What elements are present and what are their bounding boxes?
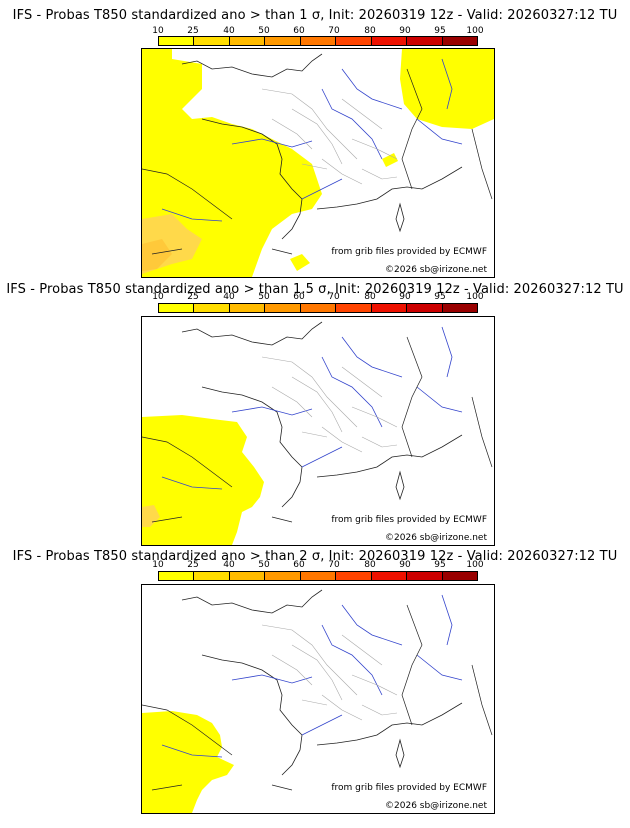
colorbar-swatch — [371, 304, 408, 312]
colorbar-swatch — [442, 572, 477, 580]
country-border — [401, 604, 493, 736]
tick-label: 70 — [328, 292, 340, 302]
tick-label: 90 — [399, 292, 411, 302]
tick-label: 10 — [152, 292, 164, 302]
probability-area — [400, 49, 494, 129]
colorbar-tick-labels: 10 25 40 50 60 70 80 90 95 100 — [140, 26, 484, 36]
admin-border — [261, 88, 398, 185]
credit-copyright: ©2026 sb@irizone.net — [383, 801, 489, 811]
colorbar-swatch — [194, 304, 230, 312]
coastline — [181, 589, 463, 776]
tick-label: 100 — [466, 26, 484, 36]
tick-label: 80 — [364, 560, 376, 570]
probability-map: from grib files provided by ECMWF ©2026 … — [141, 584, 495, 814]
tick-label: 25 — [187, 292, 199, 302]
tick-label: 60 — [293, 26, 305, 36]
tick-label: 50 — [258, 292, 270, 302]
tick-label: 25 — [187, 26, 199, 36]
panel-title: IFS - Probas T850 standardized ano > tha… — [12, 8, 618, 23]
tick-label: 10 — [152, 26, 164, 36]
colorbar-swatch — [159, 37, 195, 45]
tick-label: 40 — [223, 292, 235, 302]
country-border — [401, 336, 493, 468]
colorbar-swatch — [407, 37, 443, 45]
tick-label: 90 — [399, 560, 411, 570]
river — [161, 594, 463, 758]
colorbar-swatch — [194, 37, 230, 45]
tick-label: 50 — [258, 26, 270, 36]
credit-copyright: ©2026 sb@irizone.net — [383, 265, 489, 275]
coastline — [181, 53, 463, 240]
colorbar-swatch — [265, 572, 301, 580]
probability-area — [142, 239, 172, 271]
colorbar-swatch — [336, 572, 372, 580]
colorbar-swatch — [442, 37, 477, 45]
colorbar-swatch — [300, 37, 337, 45]
tick-label: 40 — [223, 26, 235, 36]
probability-area — [142, 415, 264, 545]
colorbar-swatch — [194, 572, 230, 580]
tick-label: 80 — [364, 26, 376, 36]
colorbar-swatch — [265, 37, 301, 45]
colorbar-swatch — [336, 37, 372, 45]
probability-area — [382, 153, 398, 167]
colorbar-tick-labels: 10 25 40 50 60 70 80 90 95 100 — [140, 292, 484, 302]
credit-source: from grib files provided by ECMWF — [329, 247, 489, 257]
admin-border — [261, 356, 398, 453]
colorbar-swatch — [442, 304, 477, 312]
colorbar-swatch — [229, 572, 266, 580]
colorbar-tick-labels: 10 25 40 50 60 70 80 90 95 100 — [140, 560, 484, 570]
colorbar-swatch — [229, 37, 266, 45]
colorbar-swatch — [159, 304, 195, 312]
tick-label: 100 — [466, 560, 484, 570]
tick-label: 90 — [399, 26, 411, 36]
tick-label: 50 — [258, 560, 270, 570]
coastline — [142, 436, 293, 523]
tick-label: 95 — [434, 26, 446, 36]
colorbar-swatch — [300, 304, 337, 312]
panel-title: IFS - Probas T850 standardized ano > tha… — [12, 549, 618, 564]
credit-source: from grib files provided by ECMWF — [329, 783, 489, 793]
probability-colorbar — [158, 571, 478, 581]
probability-area — [142, 711, 234, 813]
colorbar-swatch — [159, 572, 195, 580]
credit-copyright: ©2026 sb@irizone.net — [383, 533, 489, 543]
tick-label: 60 — [293, 560, 305, 570]
tick-label: 70 — [328, 560, 340, 570]
admin-border — [261, 624, 398, 721]
probability-map: from grib files provided by ECMWF ©2026 … — [141, 48, 495, 278]
colorbar-swatch — [371, 37, 408, 45]
colorbar-swatch — [265, 304, 301, 312]
tick-label: 80 — [364, 292, 376, 302]
country-border — [401, 68, 493, 200]
tick-label: 70 — [328, 26, 340, 36]
probability-colorbar — [158, 36, 478, 46]
probability-area — [142, 49, 322, 277]
tick-label: 95 — [434, 292, 446, 302]
colorbar-swatch — [407, 572, 443, 580]
tick-label: 100 — [466, 292, 484, 302]
probability-map: from grib files provided by ECMWF ©2026 … — [141, 316, 495, 546]
colorbar-swatch — [407, 304, 443, 312]
colorbar-swatch — [336, 304, 372, 312]
tick-label: 40 — [223, 560, 235, 570]
coastline — [181, 321, 463, 508]
colorbar-swatch — [300, 572, 337, 580]
probability-colorbar — [158, 303, 478, 313]
colorbar-swatch — [371, 572, 408, 580]
tick-label: 10 — [152, 560, 164, 570]
panel-title: IFS - Probas T850 standardized ano > tha… — [6, 282, 624, 297]
coastline — [142, 168, 293, 255]
tick-label: 25 — [187, 560, 199, 570]
river — [161, 326, 463, 490]
colorbar-swatch — [229, 304, 266, 312]
coastline — [142, 704, 293, 791]
tick-label: 60 — [293, 292, 305, 302]
credit-source: from grib files provided by ECMWF — [329, 515, 489, 525]
river — [161, 58, 463, 222]
probability-area — [290, 254, 310, 271]
tick-label: 95 — [434, 560, 446, 570]
